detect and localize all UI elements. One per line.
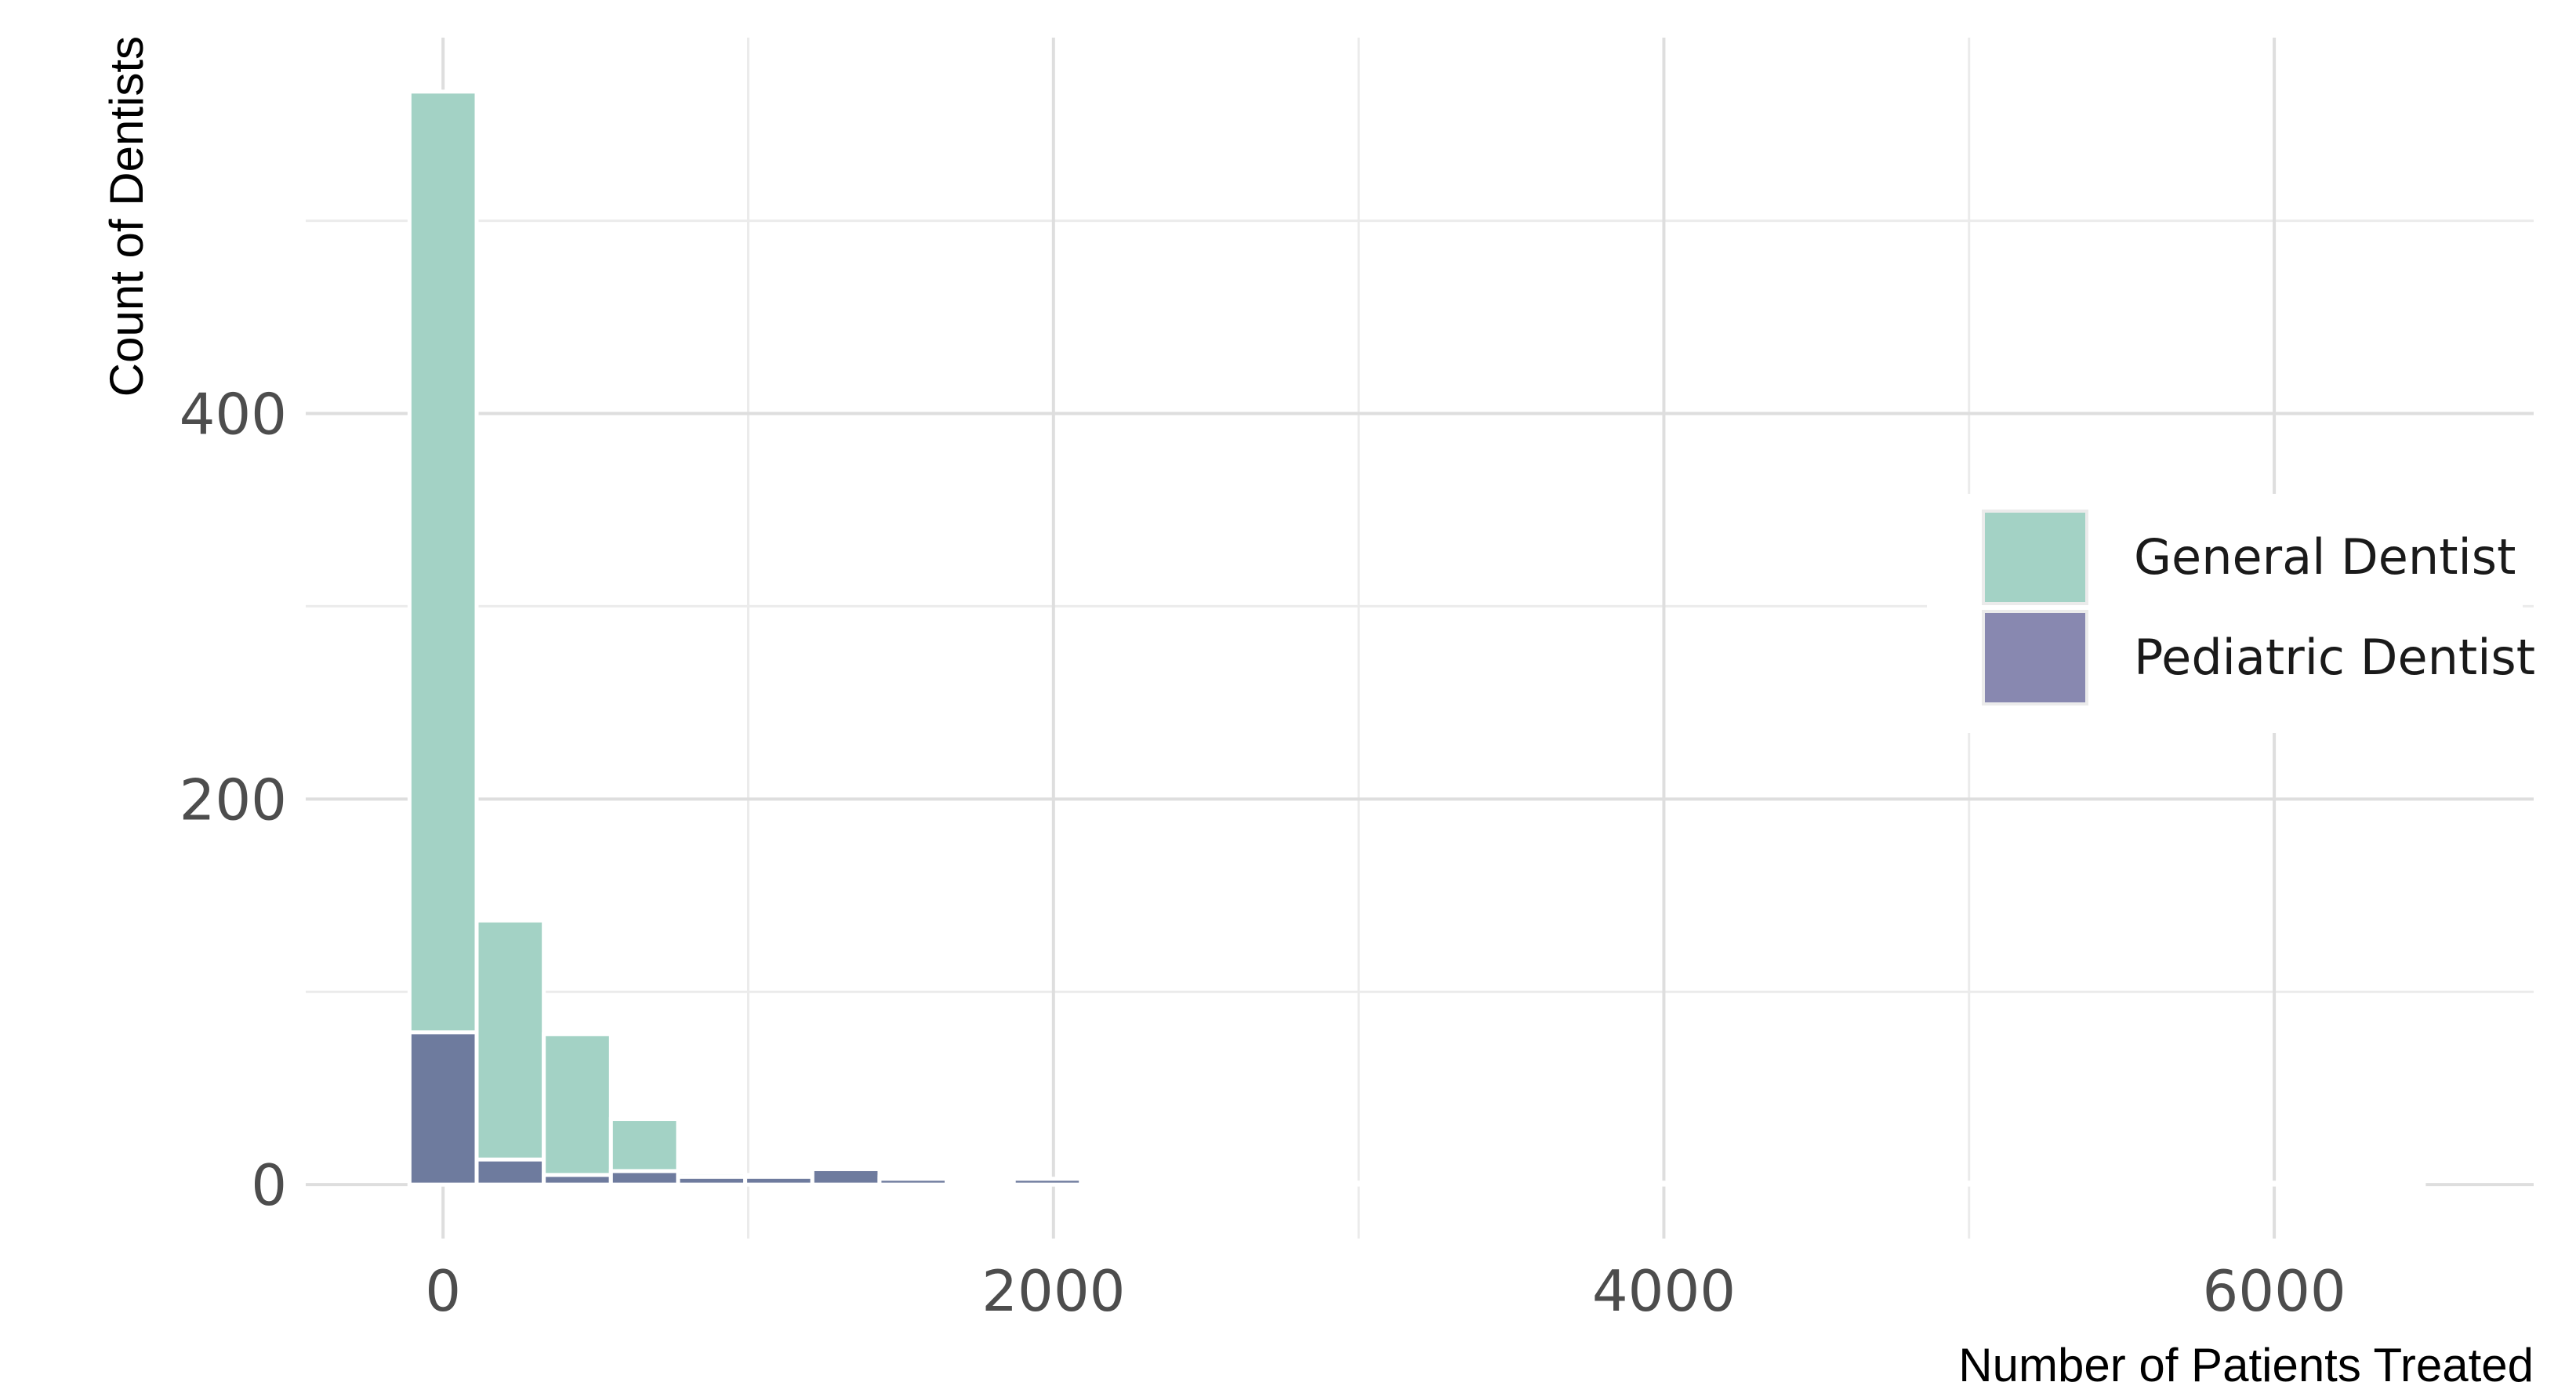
histogram-bar-overlap [407, 1030, 479, 1187]
histogram-bar-overlap [1011, 1177, 1083, 1187]
x-axis-ticks: 0 2000 4000 6000 [425, 1258, 2346, 1324]
histogram-bar-overlap [945, 1181, 1016, 1187]
legend-swatch [1982, 510, 2088, 605]
y-axis-ticks: 0 200 400 [180, 382, 287, 1219]
histogram-bar [1885, 1181, 1956, 1187]
legend-label: General Dentist [2134, 528, 2516, 586]
histogram-bar [2019, 1181, 2091, 1187]
legend: General Dentist Pediatric Dentist [1927, 494, 2535, 733]
histogram-bar [2220, 1181, 2292, 1187]
histogram-bar [2153, 1181, 2225, 1187]
histogram-bar-overlap [1079, 1181, 1151, 1187]
y-tick-label: 400 [180, 382, 287, 448]
histogram-bar [474, 918, 546, 1187]
histogram-bar [1616, 1181, 1688, 1187]
histogram-bar-overlap [542, 1173, 613, 1187]
histogram-bar [2086, 1181, 2157, 1187]
histogram-bar [2288, 1181, 2359, 1187]
histogram-bar-overlap [1146, 1181, 1217, 1187]
y-axis-title: Count of Dentists [100, 36, 153, 397]
histogram-bar-overlap [676, 1174, 748, 1187]
histogram-bar [2354, 1181, 2426, 1187]
histogram-bar [1951, 1181, 2023, 1187]
y-tick-label: 0 [251, 1152, 287, 1218]
x-tick-label: 2000 [981, 1258, 1125, 1324]
histogram-bar-overlap [877, 1177, 949, 1187]
histogram-bar-overlap [743, 1174, 815, 1187]
histogram-bar [1213, 1181, 1285, 1187]
histogram-bar [1750, 1181, 1822, 1187]
histogram-bar [1347, 1181, 1419, 1187]
histogram-bars [407, 89, 2426, 1187]
x-tick-label: 6000 [2202, 1258, 2346, 1324]
histogram-bar-overlap [474, 1157, 546, 1187]
histogram-bar [407, 89, 479, 1187]
histogram-bar [1683, 1181, 1754, 1187]
x-tick-label: 0 [425, 1258, 461, 1324]
histogram-bar [1817, 1181, 1889, 1187]
histogram-bar [1414, 1181, 1486, 1187]
y-tick-label: 200 [180, 767, 287, 832]
histogram-bar-overlap [810, 1166, 882, 1187]
legend-label: Pediatric Dentist [2134, 629, 2535, 686]
legend-swatch [1982, 610, 2088, 706]
histogram-bar [542, 1032, 613, 1187]
x-axis-title: Number of Patients Treated [1958, 1339, 2534, 1382]
x-tick-label: 4000 [1592, 1258, 1736, 1324]
histogram-bar-overlap [608, 1169, 680, 1187]
histogram-bar [1548, 1181, 1620, 1187]
histogram-bar [1280, 1181, 1351, 1187]
histogram-bar [1482, 1181, 1553, 1187]
